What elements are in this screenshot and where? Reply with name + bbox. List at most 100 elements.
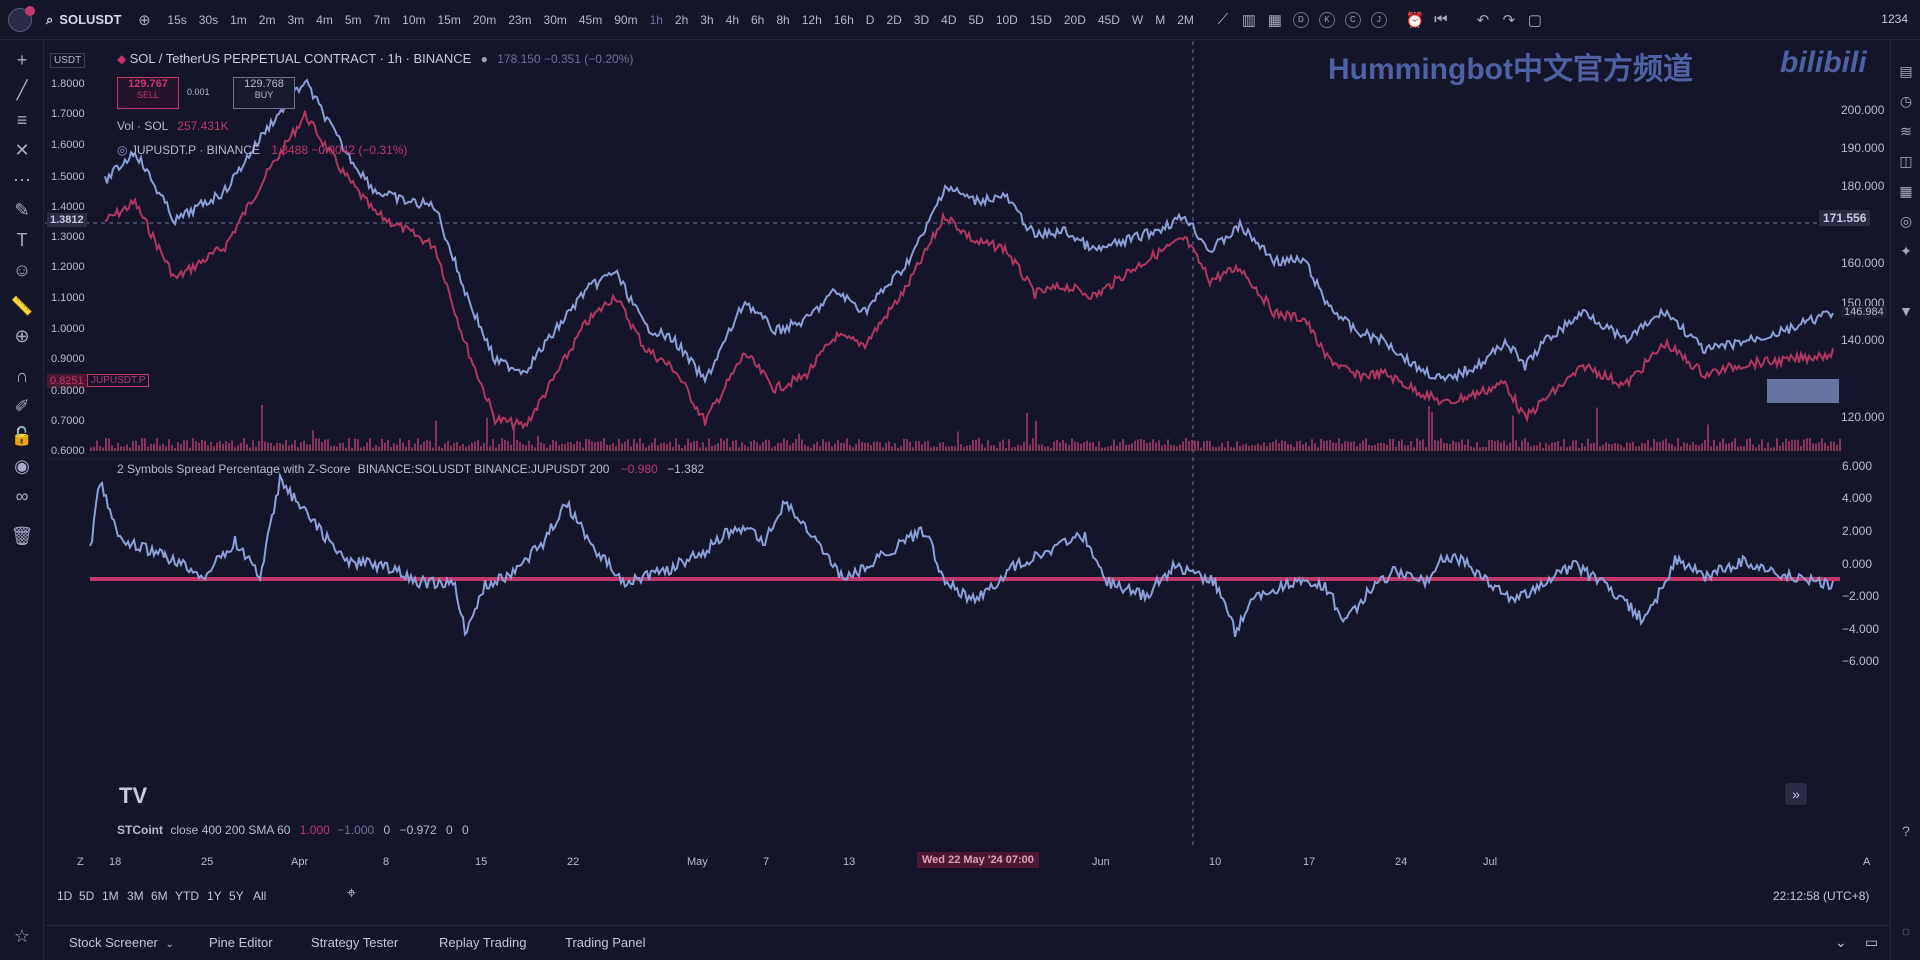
timeframe-16h[interactable]: 16h xyxy=(833,12,854,27)
timeframe-30s[interactable]: 30s xyxy=(198,12,219,27)
timeframe-23m[interactable]: 23m xyxy=(508,12,532,27)
emoji-icon[interactable]: ☺ xyxy=(12,259,32,280)
layers-icon[interactable]: ≋ xyxy=(1900,122,1912,139)
prediction-icon[interactable]: ⋯ xyxy=(13,169,31,190)
replay-icon[interactable]: ⏮ xyxy=(1434,11,1448,28)
ideas-icon[interactable]: ✦ xyxy=(1900,242,1912,259)
goto-date-icon[interactable]: ⌖ xyxy=(347,885,357,902)
timeframe-15m[interactable]: 15m xyxy=(437,12,461,27)
range-button-1y[interactable]: 1Y xyxy=(207,889,222,903)
symbol-search[interactable]: ⌕ SOLUSDT xyxy=(0,12,131,28)
timeframe-45m[interactable]: 45m xyxy=(578,12,603,27)
timeframe-3m[interactable]: 3m xyxy=(287,12,305,27)
timeframe-4m[interactable]: 4m xyxy=(316,12,333,27)
templates-icon[interactable]: ▦ xyxy=(1267,11,1282,29)
eye-icon[interactable]: ◉ xyxy=(14,455,30,476)
timeframe-20D[interactable]: 20D xyxy=(1063,12,1086,27)
volume-legend[interactable]: Vol · SOL 257.431K xyxy=(117,119,229,133)
circle-button-k[interactable]: K xyxy=(1318,11,1335,28)
magnet-icon[interactable]: ∩ xyxy=(15,365,29,386)
sell-button[interactable]: 129.767 SELL xyxy=(117,77,179,109)
lock-icon[interactable]: 🔓 xyxy=(10,425,34,446)
circle-button-j[interactable]: J xyxy=(1370,11,1387,28)
clock[interactable]: 22:12:58 (UTC+8) xyxy=(1773,889,1870,903)
stcoint-legend[interactable]: STCoint close 400 200 SMA 60 1.000 −1.00… xyxy=(117,823,469,837)
timeframe-3D[interactable]: 3D xyxy=(913,12,930,27)
watchlist-star-icon[interactable]: ☆ xyxy=(13,925,31,946)
buy-button[interactable]: 129.768 BUY xyxy=(233,77,295,109)
undo-icon[interactable]: ↶ xyxy=(1476,11,1490,29)
crosshair-icon[interactable]: + xyxy=(16,49,28,70)
trendline-icon[interactable]: ╱ xyxy=(16,79,28,100)
help-icon[interactable]: ? xyxy=(1902,823,1910,839)
timeframe-6h[interactable]: 6h xyxy=(751,12,765,27)
scroll-right-button[interactable]: » xyxy=(1785,783,1807,805)
circle-button-d[interactable]: D xyxy=(1292,11,1309,28)
redo-icon[interactable]: ↷ xyxy=(1502,11,1516,29)
calendar-icon[interactable]: ▦ xyxy=(1899,182,1913,199)
timeframe-1m[interactable]: 1m xyxy=(230,12,247,27)
compare-legend[interactable]: ◎ JUPUSDT.P · BINANCE 1.3488 −0.0042 (−0… xyxy=(117,143,408,157)
timeframe-D[interactable]: D xyxy=(865,12,875,27)
chart-area[interactable]: Hummingbot中文官方频道 bilibili USDT ◆ SOL / T… xyxy=(45,41,1890,868)
timeframe-90m[interactable]: 90m xyxy=(614,12,638,27)
timeframe-15D[interactable]: 15D xyxy=(1029,12,1052,27)
brush-icon[interactable]: ✎ xyxy=(14,199,30,220)
range-button-6m[interactable]: 6M xyxy=(151,889,168,903)
timeframe-30m[interactable]: 30m xyxy=(543,12,567,27)
timeframe-20m[interactable]: 20m xyxy=(472,12,497,27)
timeframe-7m[interactable]: 7m xyxy=(373,12,391,27)
add-compare-icon[interactable]: ⊕ xyxy=(138,11,151,29)
tab-pine-editor[interactable]: Pine Editor xyxy=(209,935,273,950)
pattern-icon[interactable]: ✕ xyxy=(14,139,30,160)
collapse-panel-icon[interactable]: ⌄ xyxy=(1835,934,1847,950)
circle-button-c[interactable]: C xyxy=(1344,11,1361,28)
range-button-1d[interactable]: 1D xyxy=(57,889,73,903)
maximize-panel-icon[interactable]: ▭ xyxy=(1865,934,1879,950)
timeframe-45D[interactable]: 45D xyxy=(1097,12,1120,27)
chat-icon[interactable]: ◌ xyxy=(1901,923,1911,939)
timeframe-3h[interactable]: 3h xyxy=(700,12,714,27)
range-button-5y[interactable]: 5Y xyxy=(229,889,244,903)
tab-trading-panel[interactable]: Trading Panel xyxy=(565,935,646,950)
tab-replay-trading[interactable]: Replay Trading xyxy=(439,935,527,950)
timeframe-2D[interactable]: 2D xyxy=(886,12,902,27)
timeframe-1h[interactable]: 1h xyxy=(649,12,663,27)
timeframe-15s[interactable]: 15s xyxy=(167,12,187,27)
timeframe-2m[interactable]: 2m xyxy=(258,12,276,27)
currency-label[interactable]: USDT xyxy=(50,53,86,68)
text-icon[interactable]: T xyxy=(16,229,28,250)
timeframe-M[interactable]: M xyxy=(1155,12,1166,27)
community-icon[interactable]: ◎ xyxy=(1899,212,1913,229)
chart-canvas[interactable] xyxy=(45,41,1890,859)
lock-drawings-icon[interactable]: ✐ xyxy=(14,395,30,416)
timeframe-2h[interactable]: 2h xyxy=(674,12,689,27)
range-button-ytd[interactable]: YTD xyxy=(175,889,199,903)
news-icon[interactable]: ◫ xyxy=(1899,152,1913,169)
alerts-icon[interactable]: ◷ xyxy=(1899,92,1913,109)
range-button-3m[interactable]: 3M xyxy=(127,889,144,903)
fib-icon[interactable]: ≡ xyxy=(16,109,28,130)
link-icon[interactable]: ∞ xyxy=(15,485,29,506)
timeframe-10D[interactable]: 10D xyxy=(995,12,1018,27)
watchlist-icon[interactable]: ▤ xyxy=(1899,62,1913,79)
zoom-icon[interactable]: ⊕ xyxy=(14,325,30,346)
ruler-icon[interactable]: 📏 xyxy=(10,295,34,316)
indicator-legend[interactable]: 2 Symbols Spread Percentage with Z-Score… xyxy=(117,462,705,476)
tab-stock-screener[interactable]: Stock Screener ⌄ xyxy=(69,935,174,950)
range-button-5d[interactable]: 5D xyxy=(79,889,95,903)
timeframe-4D[interactable]: 4D xyxy=(941,12,957,27)
layout-name[interactable]: 1234 xyxy=(1881,12,1908,26)
user-avatar[interactable] xyxy=(8,6,35,32)
chart-type-icon[interactable]: ⟋ xyxy=(1217,11,1229,28)
range-button-1m[interactable]: 1M xyxy=(102,889,119,903)
timeframe-W[interactable]: W xyxy=(1131,12,1144,27)
range-button-all[interactable]: All xyxy=(253,889,267,903)
timeframe-5D[interactable]: 5D xyxy=(968,12,984,27)
layout-icon[interactable]: ▢ xyxy=(1527,11,1542,29)
timeframe-12h[interactable]: 12h xyxy=(801,12,822,27)
timeframe-4h[interactable]: 4h xyxy=(725,12,739,27)
alert-icon[interactable]: ⏰ xyxy=(1405,11,1425,29)
trash-icon[interactable]: 🗑 xyxy=(10,525,34,546)
main-symbol-title[interactable]: ◆ SOL / TetherUS PERPETUAL CONTRACT · 1h… xyxy=(117,51,634,66)
